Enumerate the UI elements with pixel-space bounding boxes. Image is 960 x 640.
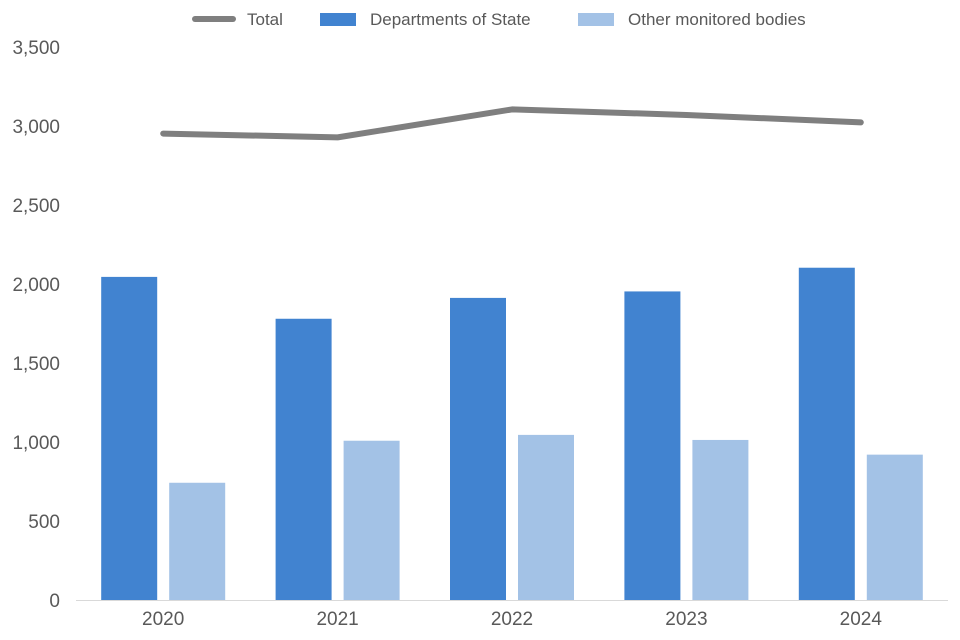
bar-departments-of-state-2021 <box>275 318 332 600</box>
x-tick-label: 2024 <box>840 609 883 630</box>
y-tick-label: 3,500 <box>12 38 60 59</box>
legend-swatch <box>578 13 614 26</box>
bar-series-group <box>101 267 923 600</box>
y-tick-label: 3,000 <box>12 117 60 138</box>
legend-item-other-monitored-bodies: Other monitored bodies <box>578 10 806 29</box>
legend-item-departments-of-state: Departments of State <box>320 10 531 29</box>
x-tick-label: 2022 <box>491 609 533 630</box>
x-tick-label: 2023 <box>665 609 707 630</box>
line-series-total <box>160 106 864 141</box>
y-tick-label: 1,500 <box>12 354 60 375</box>
bar-other-monitored-bodies-2020 <box>169 482 226 600</box>
legend-swatch <box>320 13 356 26</box>
legend-label: Departments of State <box>370 10 531 29</box>
legend-label: Total <box>247 10 283 29</box>
bar-departments-of-state-2022 <box>450 297 506 600</box>
bar-departments-of-state-2024 <box>798 267 855 600</box>
y-axis: 0 500 1,000 1,500 2,000 2,500 3,000 3,500 <box>12 38 60 612</box>
y-tick-label: 2,000 <box>12 275 60 296</box>
bar-departments-of-state-2020 <box>101 276 158 600</box>
x-axis: 2020 2021 2022 2023 2024 <box>76 600 948 630</box>
legend-label: Other monitored bodies <box>628 10 806 29</box>
bar-other-monitored-bodies-2022 <box>518 434 574 600</box>
x-tick-label: 2020 <box>142 609 184 630</box>
y-tick-label: 0 <box>49 591 60 612</box>
y-tick-label: 1,000 <box>12 433 60 454</box>
y-tick-label: 2,500 <box>12 196 60 217</box>
x-tick-label: 2021 <box>316 609 358 630</box>
bar-other-monitored-bodies-2023 <box>692 439 749 600</box>
chart-legend: Total Departments of State Other monitored… <box>192 10 806 29</box>
y-tick-label: 500 <box>28 512 60 533</box>
line-series-group <box>160 106 864 141</box>
bar-departments-of-state-2023 <box>624 291 681 600</box>
bar-other-monitored-bodies-2024 <box>866 454 923 600</box>
legend-item-total: Total <box>192 10 283 29</box>
bar-other-monitored-bodies-2021 <box>343 440 400 600</box>
